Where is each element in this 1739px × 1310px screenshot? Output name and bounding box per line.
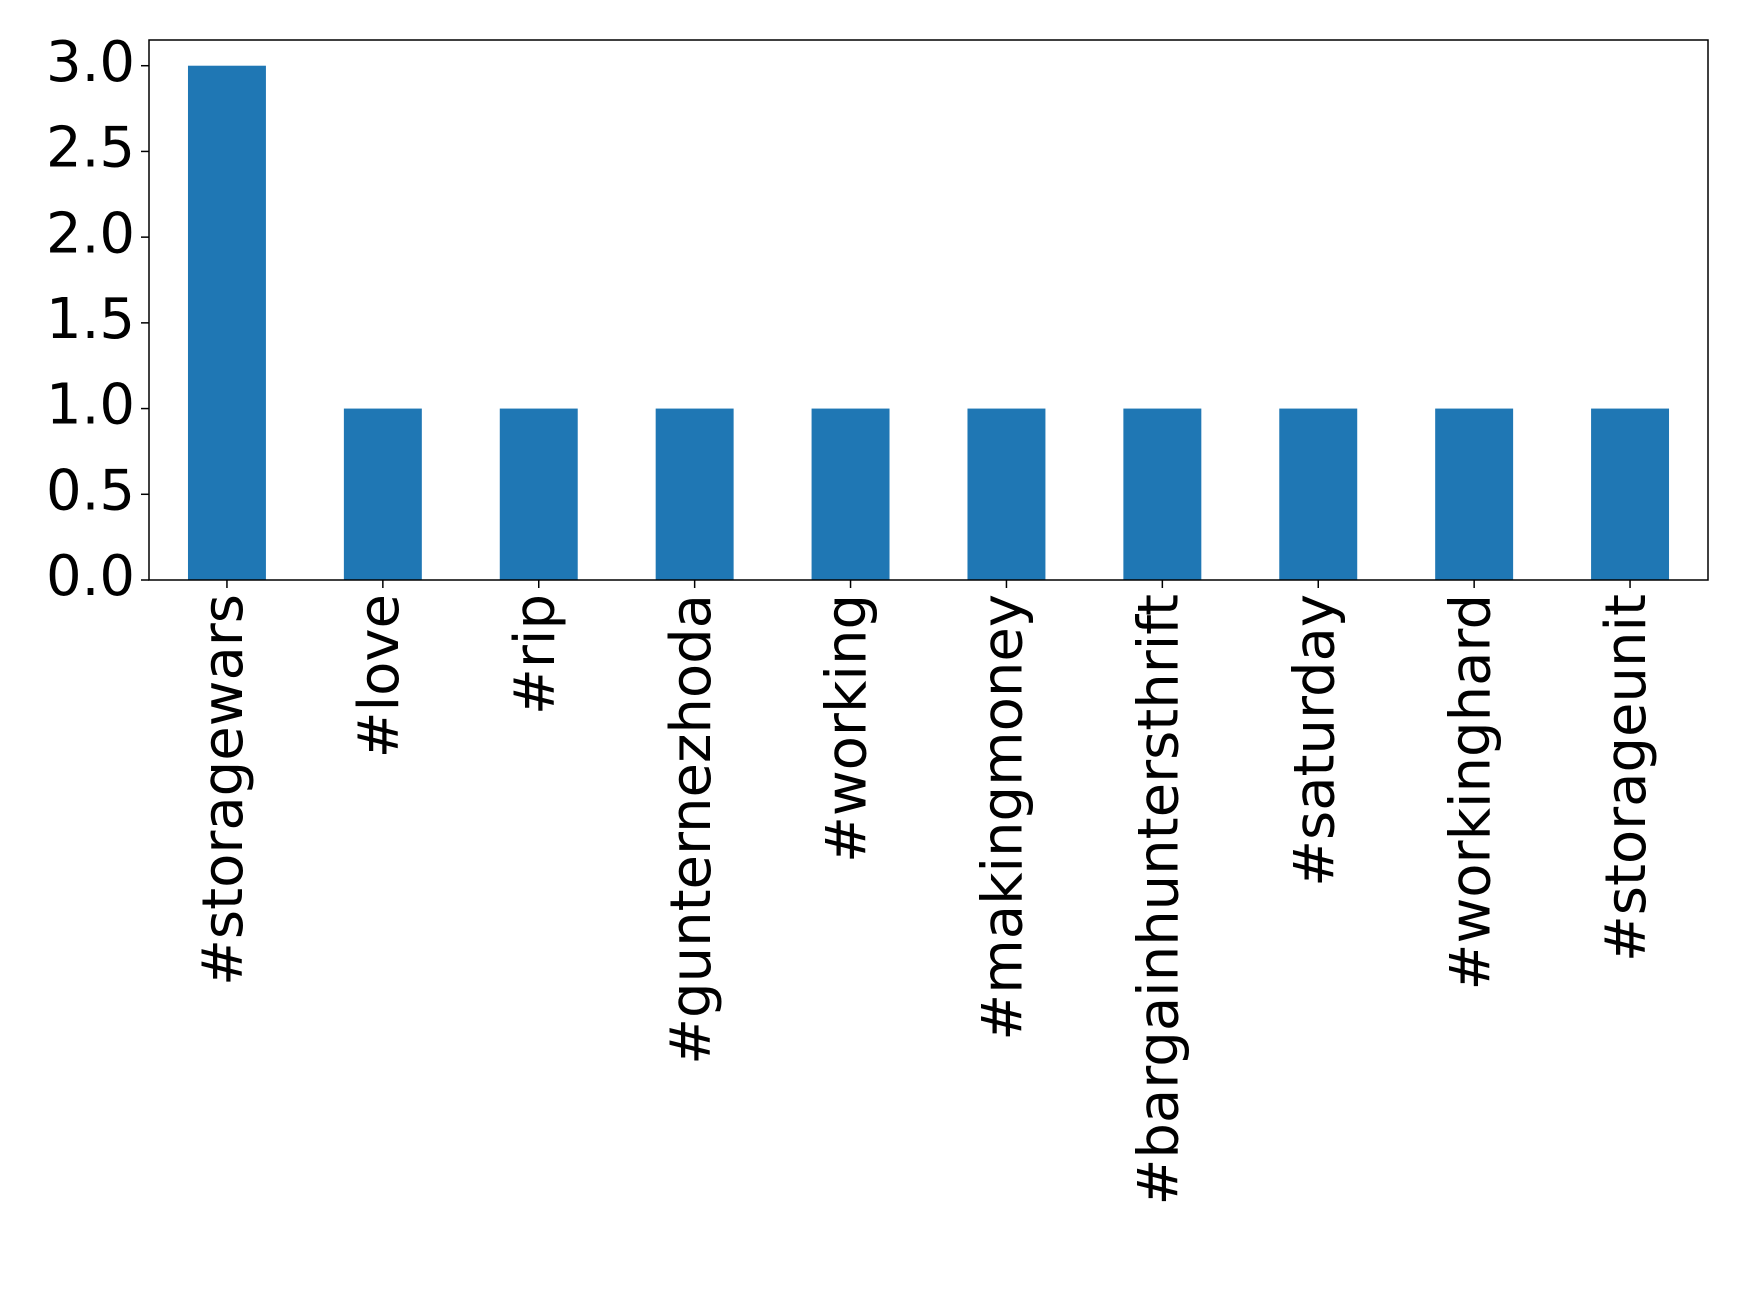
y-tick-label: 0.5 — [46, 458, 135, 523]
bar — [811, 408, 890, 580]
bar — [1591, 408, 1670, 580]
bar — [343, 408, 422, 580]
x-tick-label: #love — [347, 594, 412, 758]
bar — [1279, 408, 1358, 580]
x-tick-label: #working — [815, 594, 880, 863]
plot-frame — [148, 39, 1709, 581]
y-tick-label: 1.0 — [46, 373, 135, 438]
bar — [1435, 408, 1514, 580]
x-tick-label: #gunternezhoda — [659, 594, 724, 1065]
x-tick-label: #storagewars — [191, 594, 256, 986]
bar — [655, 408, 734, 580]
x-tick-label: #makingmoney — [971, 594, 1036, 1041]
y-tick-label: 3.0 — [46, 30, 135, 95]
x-tick-label: #workinghard — [1438, 594, 1503, 990]
y-tick-label: 2.5 — [46, 116, 135, 181]
x-tick-label: #rip — [503, 594, 568, 715]
y-tick-label: 2.0 — [46, 201, 135, 266]
x-tick-label: #bargainhuntersthrift — [1126, 594, 1191, 1206]
y-tick-label: 0.0 — [46, 544, 135, 609]
bar — [187, 65, 266, 580]
y-tick-label: 1.5 — [46, 287, 135, 352]
x-tick-label: #saturday — [1282, 594, 1347, 887]
bar — [499, 408, 578, 580]
bar — [967, 408, 1046, 580]
bar — [1123, 408, 1202, 580]
x-tick-label: #storageunit — [1594, 594, 1659, 962]
